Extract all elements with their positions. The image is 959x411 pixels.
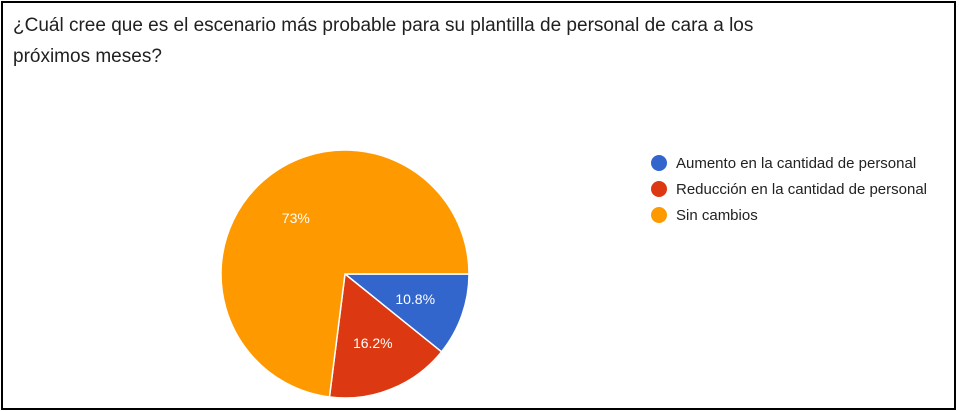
legend-label: Reducción en la cantidad de personal [676, 180, 928, 198]
legend-swatch [651, 155, 667, 171]
chart-title: ¿Cuál cree que es el escenario más proba… [13, 15, 754, 67]
legend-label: Aumento en la cantidad de personal [676, 154, 917, 172]
pie-slice-reduccion-en-la-cantidad-de-personal [328, 272, 443, 399]
legend-item-reduccion-en-la-cantidad-de-personal: Reducción en la cantidad de personal [651, 176, 927, 202]
legend-label: Sin cambios [676, 206, 758, 224]
legend-item-sin-cambios: Sin cambios [651, 202, 927, 228]
legend-item-aumento-en-la-cantidad-de-personal: Aumento en la cantidad de personal [651, 150, 927, 176]
slice-label-aumento-en-la-cantidad-de-personal: 10.8% [395, 291, 435, 307]
pie-chart: 10.8% 16.2% 73% [220, 149, 470, 399]
legend-swatch [651, 181, 667, 197]
pie-slice-sin-cambios [220, 149, 470, 398]
chart-legend: Aumento en la cantidad de personal Reducc… [651, 150, 927, 228]
slice-label-sin-cambios: 73% [282, 210, 310, 226]
legend-swatch [651, 207, 667, 223]
pie-slice-aumento-en-la-cantidad-de-personal [342, 273, 470, 353]
slice-label-reduccion-en-la-cantidad-de-personal: 16.2% [353, 335, 393, 351]
